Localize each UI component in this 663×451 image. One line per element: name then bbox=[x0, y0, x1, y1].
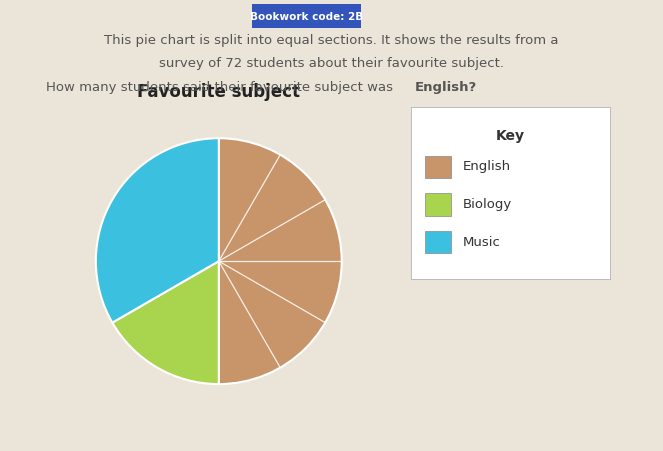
Wedge shape bbox=[219, 139, 341, 384]
Text: Key: Key bbox=[496, 129, 525, 143]
Bar bbox=[425, 156, 451, 179]
Text: This pie chart is split into equal sections. It shows the results from a: This pie chart is split into equal secti… bbox=[104, 34, 559, 47]
Wedge shape bbox=[96, 139, 219, 323]
Text: Music: Music bbox=[463, 235, 501, 249]
Text: English: English bbox=[463, 160, 511, 173]
Text: survey of 72 students about their favourite subject.: survey of 72 students about their favour… bbox=[159, 56, 504, 69]
Bar bbox=[425, 194, 451, 216]
Text: How many students said their favourite subject was English?: How many students said their favourite s… bbox=[46, 81, 453, 94]
Text: How many students said their favourite subject was: How many students said their favourite s… bbox=[46, 81, 398, 94]
Text: Bookwork code: 2B: Bookwork code: 2B bbox=[250, 12, 363, 22]
Title: Favourite subject: Favourite subject bbox=[137, 83, 300, 101]
Text: English?: English? bbox=[414, 81, 477, 94]
Text: Biology: Biology bbox=[463, 198, 512, 211]
Wedge shape bbox=[112, 262, 219, 384]
Bar bbox=[425, 232, 451, 254]
